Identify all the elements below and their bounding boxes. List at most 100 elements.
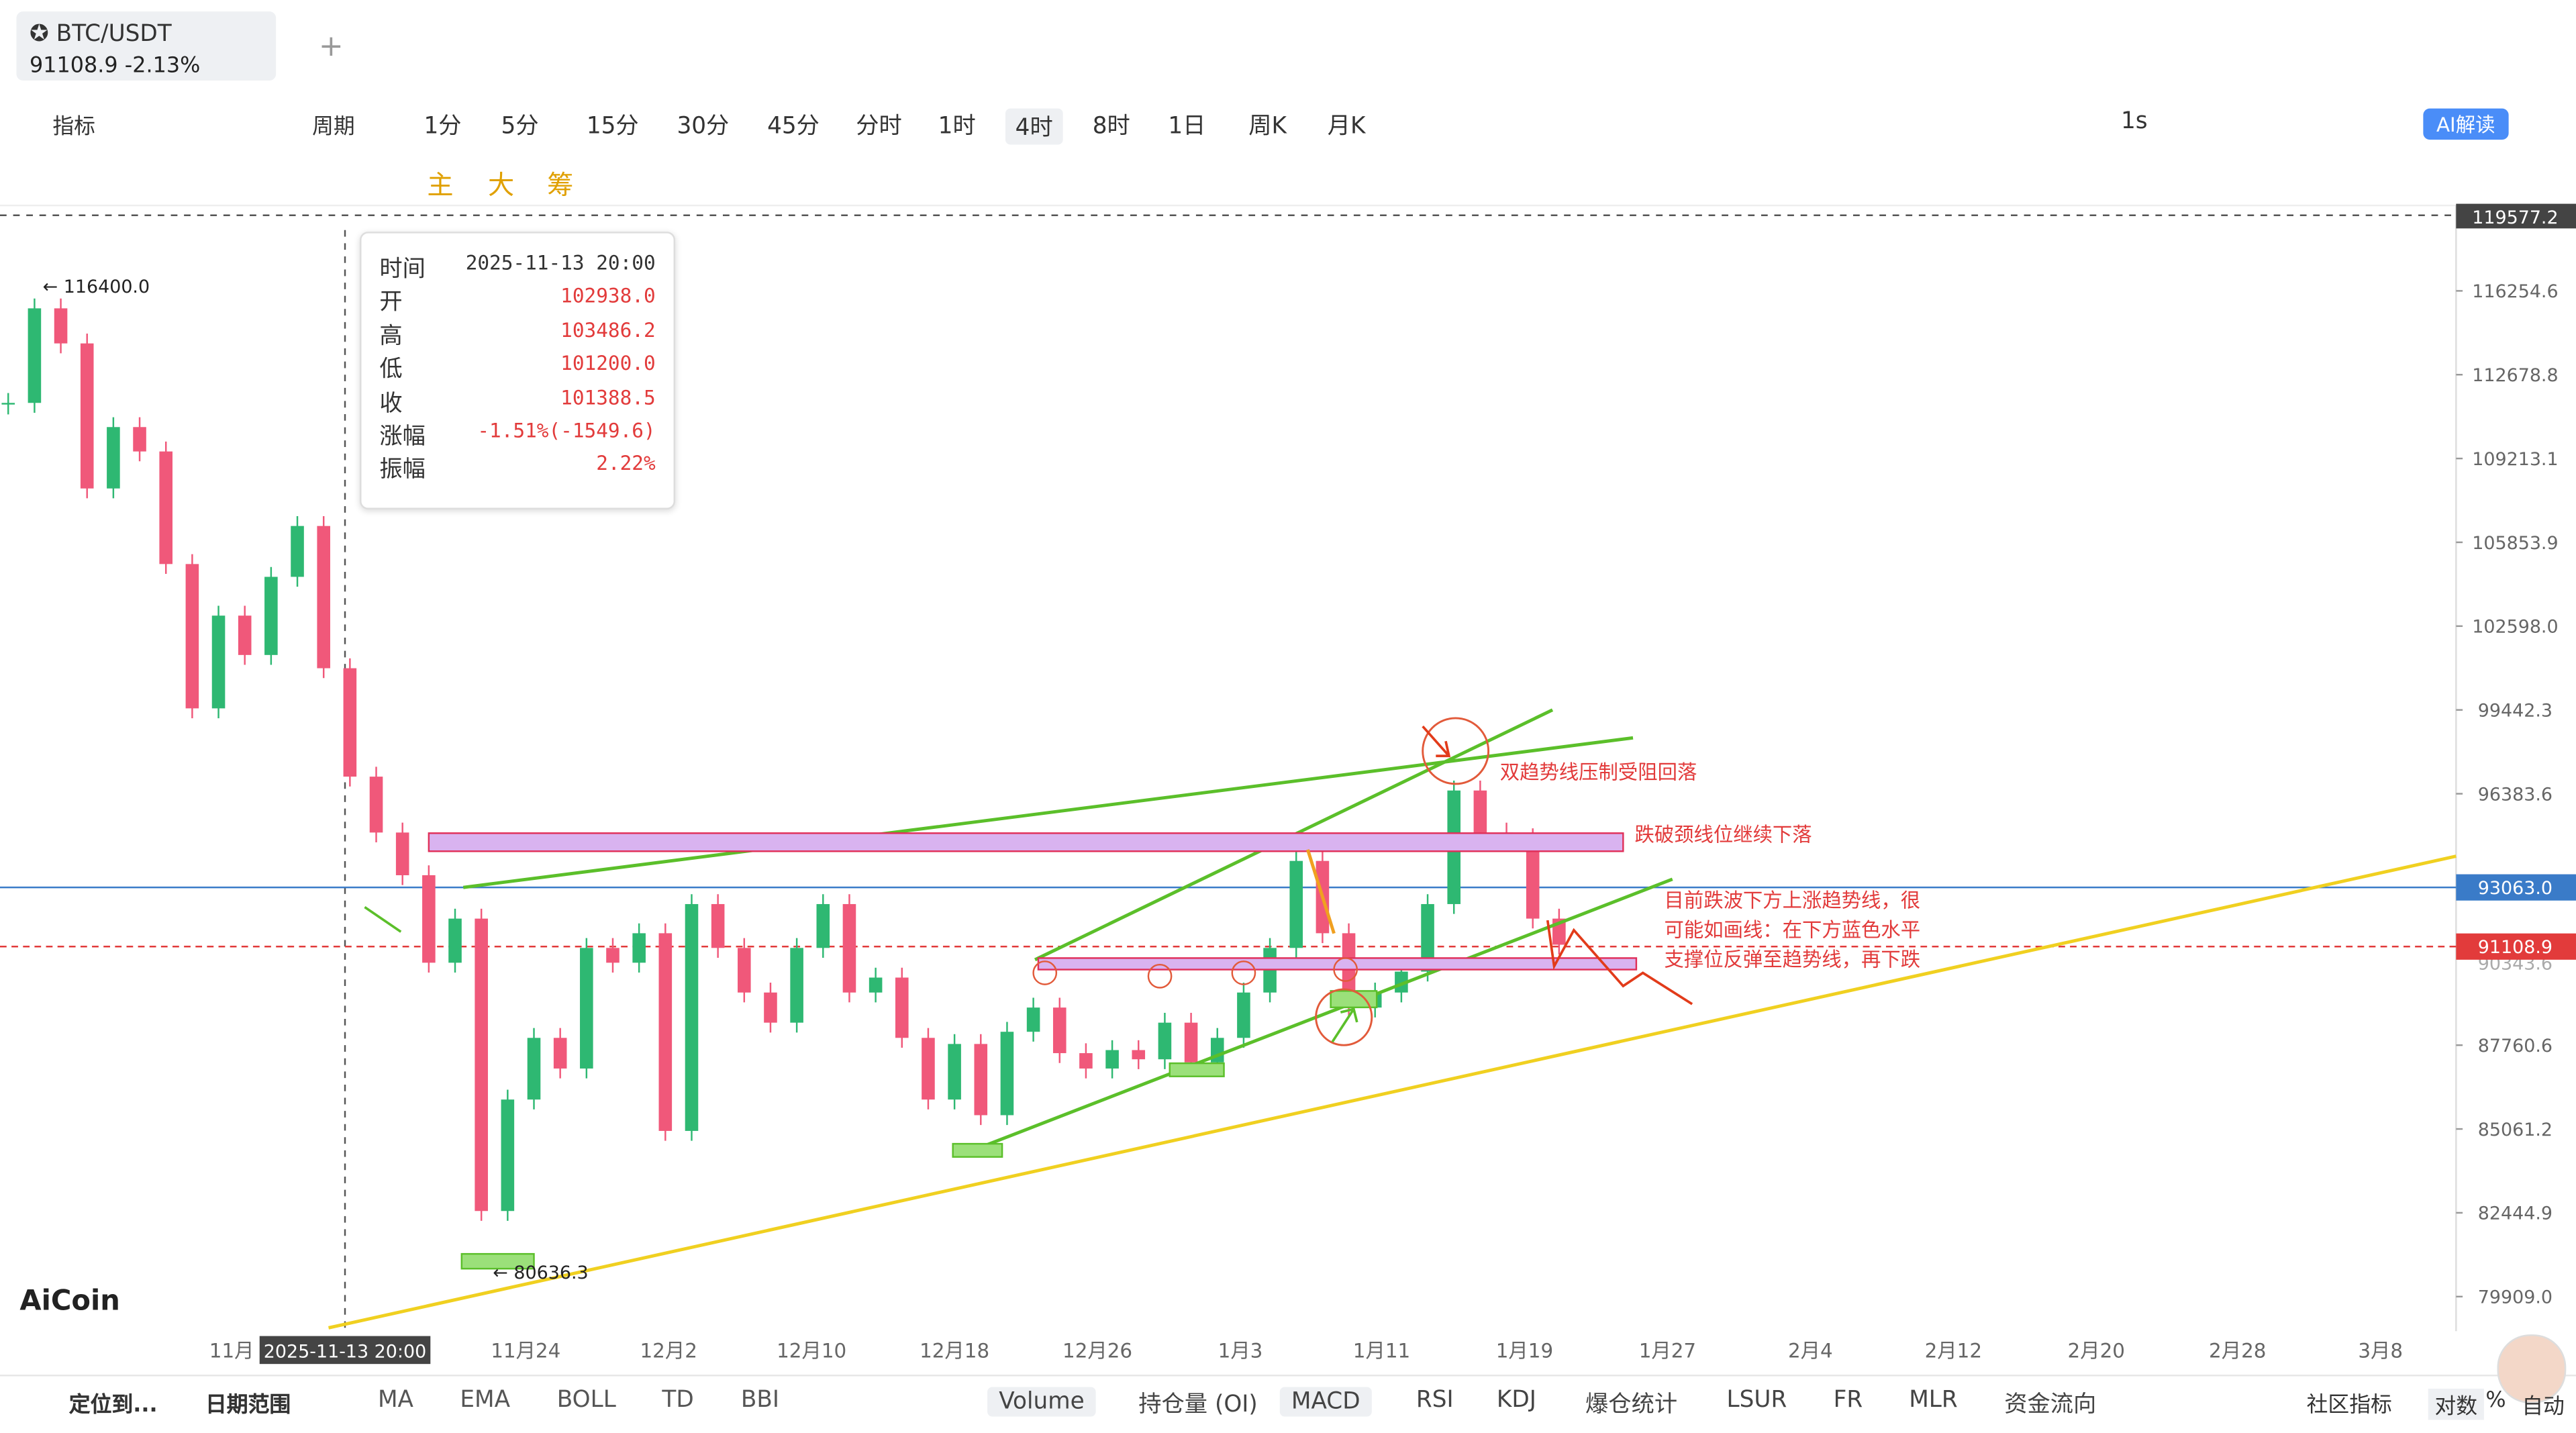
- high-value: 116400.0: [64, 277, 150, 297]
- candle: [1026, 1007, 1040, 1032]
- candle: [606, 948, 620, 963]
- x-tick-label: 2月12: [1925, 1339, 1982, 1362]
- period-button[interactable]: 周期: [312, 115, 355, 140]
- draw-tool[interactable]: 大: [487, 169, 515, 201]
- candle: [895, 977, 909, 1038]
- symbol: BTC/USDT: [56, 21, 172, 48]
- period-option[interactable]: 1分: [424, 113, 462, 140]
- candle: [343, 668, 357, 777]
- period-option[interactable]: 1时: [938, 113, 976, 140]
- period-option[interactable]: 4时: [1005, 108, 1063, 145]
- annotation: 双趋势线压制受阻回落: [1500, 761, 1697, 784]
- y-tick-label: 109213.1: [2472, 449, 2558, 470]
- candle: [658, 933, 673, 1131]
- period-option[interactable]: 1日: [1168, 113, 1206, 140]
- pct-button[interactable]: %: [2485, 1388, 2506, 1414]
- period-option[interactable]: 5分: [501, 113, 539, 140]
- x-tick-label: 1月11: [1353, 1339, 1410, 1362]
- avatar[interactable]: [2497, 1334, 2567, 1403]
- change: -2.13%: [124, 54, 201, 79]
- y-tick-label: 99442.3: [2478, 700, 2553, 721]
- period-option[interactable]: 周K: [1248, 113, 1287, 140]
- candle: [842, 903, 856, 993]
- candle: [869, 977, 883, 993]
- sub-indicator[interactable]: KDJ: [1496, 1387, 1536, 1414]
- ai-button[interactable]: AI解读: [2423, 108, 2509, 140]
- candles: [1, 298, 1566, 1221]
- low-marker: ← 80636.3: [493, 1263, 588, 1283]
- sub-indicator[interactable]: MACD: [1279, 1387, 1372, 1417]
- period-option[interactable]: 分时: [856, 113, 902, 140]
- candle: [501, 1099, 515, 1212]
- tooltip-value: 101388.5: [560, 385, 656, 409]
- period-option[interactable]: 月K: [1327, 113, 1366, 140]
- range-button[interactable]: 日期范围: [205, 1393, 291, 1418]
- indicator-button[interactable]: 指标: [52, 115, 96, 140]
- sub-indicator[interactable]: 资金流向: [2004, 1391, 2097, 1418]
- period-option[interactable]: 45分: [767, 113, 820, 140]
- community-button[interactable]: 社区指标: [2306, 1393, 2392, 1418]
- candle: [475, 918, 488, 1212]
- symbol-tab[interactable]: ✪ BTC/USDT 91108.9 -2.13%: [16, 11, 277, 81]
- main-indicator[interactable]: BOLL: [556, 1387, 616, 1414]
- locate-button[interactable]: 定位到...: [68, 1393, 158, 1418]
- candle: [1, 403, 15, 405]
- tooltip-value: 102938.0: [560, 285, 656, 308]
- y-tick-label: 112678.8: [2472, 365, 2558, 386]
- candle: [28, 308, 42, 403]
- log-button[interactable]: 对数: [2428, 1388, 2484, 1420]
- interval[interactable]: 1s: [2120, 108, 2148, 135]
- tooltip-value: 2.22%: [596, 452, 656, 476]
- candle: [448, 918, 462, 963]
- candle: [580, 948, 593, 1069]
- y-tick-label: 82444.9: [2478, 1203, 2553, 1224]
- candle: [369, 777, 383, 833]
- sub-indicator[interactable]: FR: [1833, 1387, 1863, 1414]
- candle: [685, 903, 699, 1131]
- candle: [790, 948, 803, 1023]
- candle: [738, 948, 751, 993]
- sub-indicator[interactable]: RSI: [1416, 1387, 1454, 1414]
- main-indicator[interactable]: MA: [377, 1387, 413, 1414]
- main-indicator[interactable]: BBI: [740, 1387, 780, 1414]
- y-tick-label: 79909.0: [2478, 1287, 2553, 1308]
- x-tick-label: 2月4: [1788, 1339, 1833, 1362]
- add-tab[interactable]: +: [318, 30, 344, 64]
- draw-tool[interactable]: 主: [427, 169, 454, 201]
- x-tick-label: 12月18: [920, 1339, 989, 1362]
- period-option[interactable]: 30分: [677, 113, 730, 140]
- candle: [185, 564, 199, 709]
- sub-indicator[interactable]: 持仓量 (OI): [1138, 1391, 1258, 1418]
- time-axis: 11月 11月24 12月2 12月10 12月18 12月26 1月3 1月11 1月19 1月…: [209, 1339, 2403, 1362]
- x-tick-label: 2月20: [2068, 1339, 2125, 1362]
- tooltip-value: 2025-11-13 20:00: [465, 251, 656, 275]
- line-price-box: [2456, 874, 2576, 901]
- tooltip-label: 振幅: [379, 457, 426, 484]
- y-tick-label: 85061.2: [2478, 1120, 2553, 1140]
- sub-indicator[interactable]: Volume: [987, 1387, 1096, 1417]
- candle: [816, 903, 830, 948]
- candle: [1289, 860, 1303, 948]
- auto-button[interactable]: 自动: [2522, 1395, 2565, 1420]
- x-tick-label: 11月: [209, 1339, 254, 1362]
- sub-indicator[interactable]: LSUR: [1726, 1387, 1787, 1414]
- candle: [133, 427, 146, 452]
- main-indicator[interactable]: TD: [662, 1387, 694, 1414]
- period-option[interactable]: 8时: [1092, 113, 1130, 140]
- high-marker: ← 116400.0: [43, 277, 150, 297]
- candle: [1526, 838, 1540, 919]
- period-option[interactable]: 15分: [586, 113, 639, 140]
- main-indicator[interactable]: EMA: [460, 1387, 511, 1414]
- candle: [1052, 1007, 1067, 1054]
- candle: [553, 1038, 567, 1069]
- sub-indicator[interactable]: 爆仓统计: [1585, 1391, 1678, 1418]
- candle: [922, 1038, 935, 1100]
- candle: [1395, 971, 1408, 993]
- draw-tool[interactable]: 筹: [547, 169, 574, 201]
- annotation: 跌破颈线位继续下落: [1634, 824, 1812, 846]
- candle: [1184, 1022, 1198, 1063]
- sub-indicator[interactable]: MLR: [1909, 1387, 1958, 1414]
- tooltip-label: 开: [379, 289, 403, 317]
- tooltip-label: 低: [379, 356, 403, 383]
